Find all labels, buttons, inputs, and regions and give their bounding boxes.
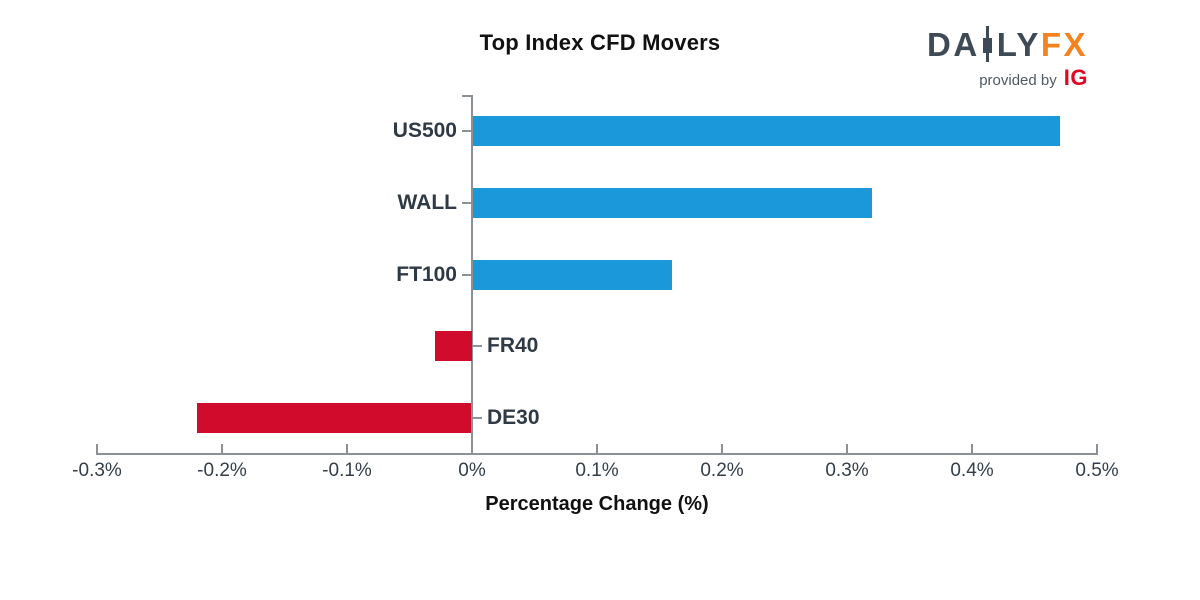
category-tick <box>473 417 482 419</box>
category-tick <box>473 345 482 347</box>
x-tick <box>96 444 98 454</box>
bar-FT100 <box>473 260 672 290</box>
logo-text-fx: FX <box>1040 25 1088 63</box>
x-tick-label: -0.3% <box>72 460 122 481</box>
bar-DE30 <box>197 403 471 433</box>
x-tick <box>221 444 223 454</box>
dailyfx-logo: DA LY FX provided by IG <box>927 26 1088 91</box>
x-tick <box>971 444 973 454</box>
x-tick <box>346 444 348 454</box>
x-tick-label: 0.3% <box>825 460 869 481</box>
chart-title: Top Index CFD Movers <box>479 30 721 55</box>
dailyfx-wordmark: DA LY FX <box>927 26 1088 62</box>
x-tick-label: 0.2% <box>700 460 744 481</box>
logo-subline: provided by IG <box>979 65 1088 91</box>
category-label-FT100: FT100 <box>396 263 457 286</box>
category-label-DE30: DE30 <box>487 406 540 429</box>
logo-text-right: LY <box>996 25 1041 63</box>
category-label-FR40: FR40 <box>487 334 539 357</box>
category-label-WALL: WALL <box>397 191 457 214</box>
x-tick-label: 0% <box>458 460 486 481</box>
category-tick <box>462 274 471 276</box>
bar-FR40 <box>435 331 472 361</box>
candlestick-icon <box>982 26 993 62</box>
category-tick <box>462 130 471 132</box>
logo-tagline: provided by <box>979 72 1057 89</box>
bar-WALL <box>473 188 872 218</box>
x-tick <box>471 444 473 454</box>
logo-text-left: DA <box>927 25 980 63</box>
x-tick <box>846 444 848 454</box>
category-label-US500: US500 <box>392 119 457 142</box>
x-tick-label: 0.5% <box>1075 460 1119 481</box>
y-axis-top-tick <box>462 95 471 97</box>
x-tick-label: -0.2% <box>197 460 247 481</box>
ig-logo: IG <box>1063 65 1088 90</box>
x-tick-label: 0.1% <box>575 460 619 481</box>
x-tick-label: 0.4% <box>950 460 994 481</box>
category-tick <box>462 202 471 204</box>
x-tick <box>596 444 598 454</box>
x-axis-label: Percentage Change (%) <box>485 493 709 515</box>
bar-US500 <box>473 116 1060 146</box>
x-tick-label: -0.1% <box>322 460 372 481</box>
x-tick <box>1096 444 1098 454</box>
x-axis-line <box>96 453 1098 455</box>
y-axis-line <box>471 95 473 454</box>
x-tick <box>721 444 723 454</box>
